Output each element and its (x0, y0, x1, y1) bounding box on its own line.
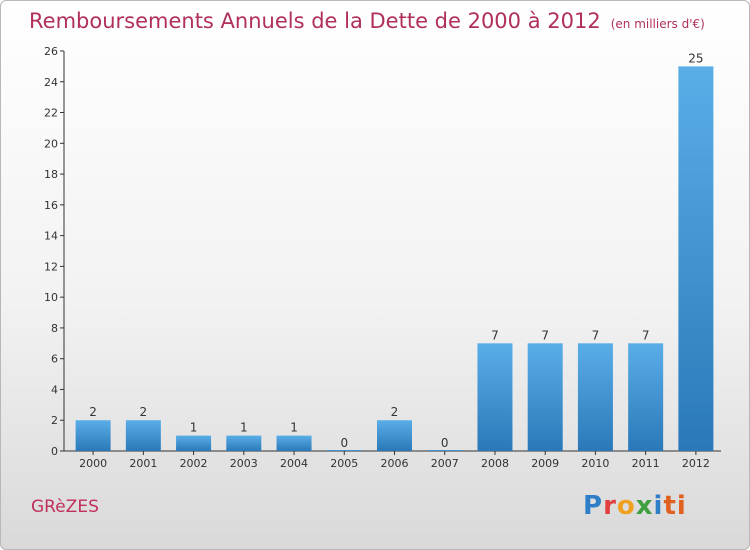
x-tick-label: 2011 (632, 457, 660, 470)
data-label: 2 (391, 405, 399, 419)
logo-letter: o (616, 491, 636, 521)
chart-title: Remboursements Annuels de la Dette de 20… (29, 9, 705, 33)
chart-subtitle: (en milliers d'€) (610, 17, 705, 31)
x-tick-label: 2005 (330, 457, 358, 470)
bar-2003 (226, 435, 262, 451)
y-tick-label: 18 (44, 168, 58, 181)
bar-2010 (577, 343, 613, 451)
data-label: 7 (491, 328, 499, 342)
x-tick-label: 2004 (280, 457, 308, 470)
x-tick-label: 2002 (180, 457, 208, 470)
data-label: 1 (290, 421, 298, 435)
logo-letter: x (635, 491, 654, 521)
y-tick-label: 2 (51, 414, 58, 427)
data-label: 0 (441, 436, 449, 450)
y-tick-label: 10 (44, 291, 58, 304)
data-label: 1 (240, 421, 248, 435)
bar-2012 (678, 66, 714, 451)
y-tick-label: 24 (44, 76, 58, 89)
logo-letter: P (583, 491, 604, 521)
data-label: 2 (140, 405, 148, 419)
bar-2011 (628, 343, 664, 451)
y-tick-label: 6 (51, 353, 58, 366)
data-label: 25 (688, 51, 703, 65)
chart-title-text: Remboursements Annuels de la Dette de 20… (29, 9, 601, 33)
x-tick-label: 2010 (581, 457, 609, 470)
x-tick-label: 2001 (129, 457, 157, 470)
y-tick-label: 12 (44, 260, 58, 273)
commune-name: GRèZES (31, 497, 99, 517)
y-tick-label: 26 (44, 45, 58, 58)
data-label: 7 (642, 328, 650, 342)
y-tick-label: 22 (44, 107, 58, 120)
x-tick-label: 2008 (481, 457, 509, 470)
x-tick-label: 2006 (381, 457, 409, 470)
logo-letter: ti (663, 491, 687, 521)
bar-2000 (75, 420, 111, 451)
data-label: 7 (592, 328, 600, 342)
bar-2004 (276, 435, 312, 451)
data-label: 2 (89, 405, 97, 419)
y-tick-label: 8 (51, 322, 58, 335)
data-label: 0 (340, 436, 348, 450)
bar-2001 (125, 420, 161, 451)
y-tick-label: 4 (51, 383, 58, 396)
x-tick-label: 2003 (230, 457, 258, 470)
y-tick-label: 16 (44, 199, 58, 212)
chart-bars (75, 66, 714, 451)
x-tick-label: 2000 (79, 457, 107, 470)
logo-letter: r (603, 491, 617, 521)
bar-2008 (477, 343, 513, 451)
bar-2007 (427, 450, 463, 451)
data-label: 7 (541, 328, 549, 342)
data-label: 1 (190, 421, 198, 435)
x-tick-label: 2009 (531, 457, 559, 470)
proxiti-logo: Proxiti (583, 491, 687, 521)
bar-2002 (176, 435, 212, 451)
x-tick-label: 2012 (682, 457, 710, 470)
y-tick-label: 20 (44, 137, 58, 150)
chart-labels: 2 2 1 1 1 0 2 0 7 7 7 7 25 (89, 51, 703, 450)
bar-2005 (326, 450, 362, 451)
bar-2009 (527, 343, 563, 451)
x-tick-label: 2007 (431, 457, 459, 470)
logo-letter: i (653, 491, 664, 521)
y-tick-label: 0 (51, 445, 58, 458)
y-tick-label: 14 (44, 230, 58, 243)
bar-2006 (377, 420, 412, 451)
